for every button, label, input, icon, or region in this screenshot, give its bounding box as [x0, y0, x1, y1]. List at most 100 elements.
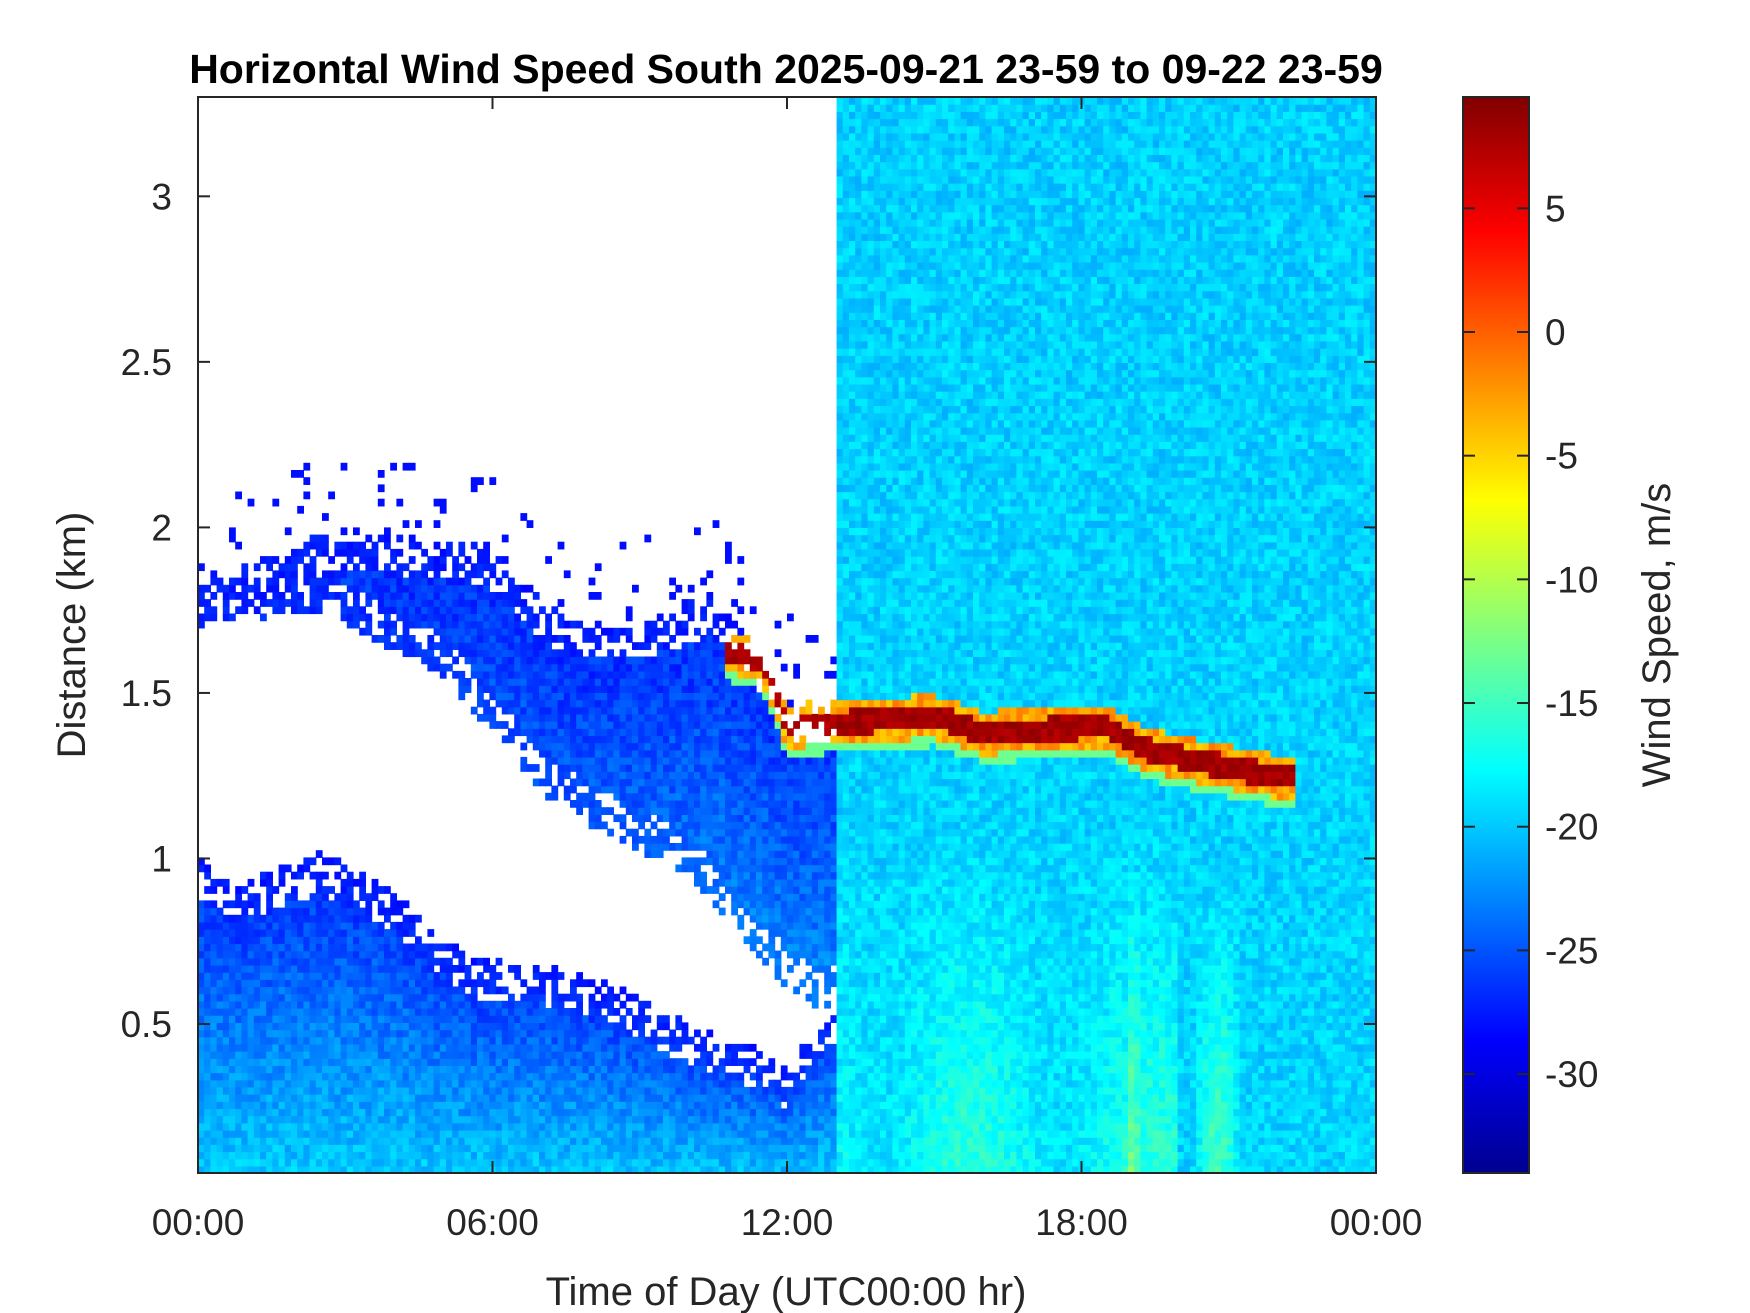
heatmap-cell: [328, 491, 335, 500]
heatmap-cell: [421, 1058, 428, 1066]
heatmap-cell: [774, 721, 782, 729]
heatmap-cell: [582, 713, 590, 722]
heatmap-cell: [644, 1115, 652, 1124]
heatmap-cell: [446, 663, 453, 672]
heatmap-cell: [495, 1094, 503, 1102]
heatmap-cell: [669, 1101, 676, 1110]
heatmap-cell: [483, 1130, 490, 1138]
heatmap-cell: [737, 742, 745, 751]
heatmap-cell: [315, 1130, 323, 1138]
heatmap-cell: [625, 685, 633, 693]
heatmap-cell: [229, 534, 236, 543]
heatmap-cell: [222, 914, 230, 923]
heatmap-cell: [408, 1094, 416, 1102]
heatmap-cell: [805, 814, 813, 823]
heatmap-cell: [687, 828, 695, 837]
heatmap-cell: [563, 1094, 571, 1102]
heatmap-cell: [687, 749, 695, 758]
heatmap-cell: [632, 670, 639, 679]
heatmap-cell: [353, 957, 360, 966]
heatmap-cell: [725, 721, 732, 729]
heatmap-cell: [712, 800, 720, 808]
heatmap-cell: [675, 699, 683, 708]
heatmap-cell: [489, 1137, 497, 1145]
heatmap-cell: [291, 886, 298, 894]
heatmap-cell: [421, 993, 428, 1002]
heatmap-cell: [824, 1151, 831, 1160]
heatmap-cell: [508, 606, 515, 615]
heatmap-cell: [675, 778, 683, 787]
heatmap-cell: [818, 893, 825, 901]
heatmap-cell: [508, 1051, 515, 1059]
heatmap-cell: [557, 1108, 565, 1117]
heatmap-cell: [712, 850, 720, 858]
heatmap-cell: [588, 627, 596, 636]
heatmap-cell: [731, 620, 738, 629]
heatmap-cell: [687, 721, 695, 729]
heatmap-cell: [545, 685, 552, 693]
heatmap-cell: [787, 706, 794, 715]
heatmap-cell: [619, 835, 627, 844]
heatmap-cell: [545, 1029, 552, 1038]
heatmap-cell: [235, 1122, 242, 1131]
heatmap-cell: [601, 1000, 608, 1009]
heatmap-cell: [545, 972, 552, 980]
heatmap-cell: [260, 1029, 267, 1038]
heatmap-cell: [371, 556, 379, 564]
heatmap-cell: [545, 1151, 552, 1160]
heatmap-cell: [266, 577, 273, 586]
heatmap-cell: [415, 606, 422, 615]
heatmap-cell: [774, 1079, 782, 1088]
heatmap-cell: [780, 1086, 788, 1095]
heatmap-cell: [737, 871, 745, 880]
heatmap-cell: [402, 993, 410, 1002]
heatmap-cell: [557, 1079, 565, 1088]
heatmap-cell: [235, 993, 242, 1002]
heatmap-cell: [384, 1094, 391, 1102]
heatmap-cell: [718, 814, 726, 823]
heatmap-cell: [675, 1158, 683, 1167]
heatmap-cell: [570, 993, 577, 1002]
heatmap-cell: [415, 1072, 422, 1081]
heatmap-cell: [421, 1094, 428, 1102]
heatmap-cell: [278, 1094, 286, 1102]
heatmap-cell: [594, 1072, 602, 1081]
heatmap-cell: [582, 1086, 590, 1095]
heatmap-cell: [563, 1151, 571, 1160]
heatmap-cell: [632, 835, 639, 844]
heatmap-cell: [694, 721, 701, 729]
heatmap-cell: [532, 1094, 540, 1102]
heatmap-cell: [297, 1108, 304, 1117]
heatmap-cell: [365, 929, 373, 937]
heatmap-cell: [328, 857, 335, 866]
heatmap-cell: [799, 950, 807, 959]
heatmap-cell: [501, 685, 509, 693]
heatmap-cell: [818, 921, 825, 930]
heatmap-cell: [303, 1029, 311, 1038]
heatmap-cell: [675, 1043, 683, 1052]
heatmap-cell: [514, 656, 521, 665]
heatmap-cell: [638, 1158, 645, 1167]
heatmap-cell: [762, 864, 769, 873]
heatmap-cell: [309, 993, 317, 1002]
heatmap-cell: [315, 914, 323, 923]
heatmap-cell: [452, 1086, 459, 1095]
heatmap-cell: [470, 993, 478, 1002]
heatmap-cell: [625, 627, 633, 636]
heatmap-cell: [811, 835, 819, 844]
heatmap-cell: [520, 599, 528, 607]
heatmap-cell: [408, 1079, 416, 1088]
heatmap-cell: [582, 979, 590, 988]
heatmap-cell: [805, 1115, 813, 1124]
heatmap-cell: [774, 850, 782, 858]
heatmap-cell: [390, 1137, 397, 1145]
heatmap-cell: [415, 1144, 422, 1153]
heatmap-cell: [576, 663, 583, 672]
heatmap-cell: [204, 1051, 211, 1059]
heatmap-cell: [638, 1022, 645, 1031]
heatmap-cell: [514, 1094, 521, 1102]
heatmap-cell: [545, 670, 552, 679]
heatmap-cell: [545, 1065, 552, 1074]
heatmap-cell: [278, 907, 286, 916]
heatmap-cell: [353, 921, 360, 930]
